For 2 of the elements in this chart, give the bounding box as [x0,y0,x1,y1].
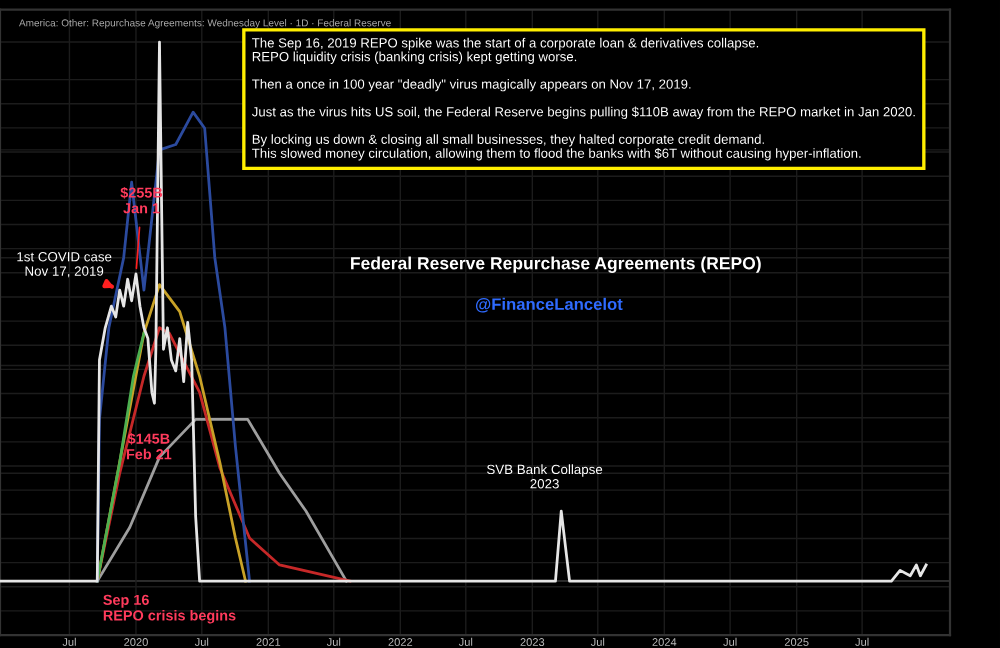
text: Federal Reserve Repurchase Agreements (REPO) [351,256,761,273]
annotation: @FinanceLancelot [475,297,623,313]
